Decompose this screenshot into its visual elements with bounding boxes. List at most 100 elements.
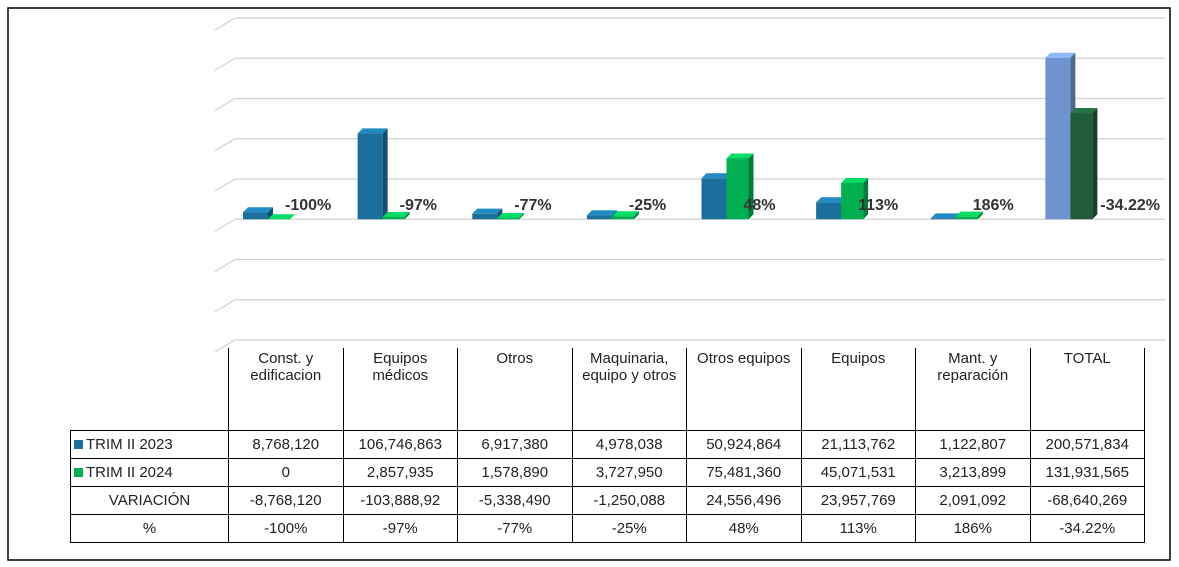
table-cell: 2,857,935 — [342, 458, 458, 487]
bar-top — [930, 213, 961, 219]
row-header: % — [70, 514, 229, 543]
bar-top — [1045, 52, 1076, 58]
bar-top — [268, 214, 295, 220]
blank-cell — [71, 348, 229, 431]
table-cell: 21,113,762 — [800, 430, 916, 459]
table-cell: 3,727,950 — [571, 458, 687, 487]
table-cell: 50,924,864 — [686, 430, 802, 459]
table-cell: 3,213,899 — [915, 458, 1031, 487]
bar-side — [863, 177, 869, 220]
grid-line — [214, 339, 1165, 353]
bar — [701, 178, 727, 220]
table-cell: -103,888,92 — [342, 486, 458, 515]
row-header: TRIM II 2024 — [70, 458, 229, 487]
table-row: VARIACIÓN -8,768,120 -103,888,92 -5,338,490… — [70, 486, 1145, 515]
bar — [611, 216, 634, 220]
row-label: TRIM II 2023 — [86, 436, 173, 453]
bar-top — [611, 211, 639, 217]
table-cell: 186% — [915, 514, 1031, 543]
table-cell: 24,556,496 — [686, 486, 802, 515]
header-row: Const. y edificacion Equipos médicos Otros… — [71, 348, 1145, 431]
category-label: Otros — [457, 348, 573, 431]
row-label: TRIM II 2024 — [86, 464, 173, 481]
bar — [1070, 113, 1093, 220]
table-cell: 113% — [800, 514, 916, 543]
table-cell: 6,917,380 — [457, 430, 573, 459]
category-label: Const. y edificacion — [228, 348, 344, 431]
bar-top — [382, 211, 410, 217]
category-label: Equipos — [800, 348, 916, 431]
table-cell: 23,957,769 — [800, 486, 916, 515]
bar-side — [497, 208, 503, 220]
table-cell: 48% — [686, 514, 802, 543]
table-cell: 45,071,531 — [800, 458, 916, 487]
chart-border — [7, 7, 1171, 561]
row-header: TRIM II 2023 — [70, 430, 229, 459]
bar-top — [726, 153, 754, 159]
bar — [955, 216, 978, 220]
table-cell: -1,250,088 — [571, 486, 687, 515]
table-cell: 1,122,807 — [915, 430, 1031, 459]
bar-side — [977, 211, 983, 220]
bar — [1045, 57, 1071, 220]
table-cell: -100% — [228, 514, 344, 543]
category-label: Otros equipos — [686, 348, 802, 431]
category-label: Maquinaria, equipo y otros — [571, 348, 687, 431]
data-label: 113% — [858, 197, 898, 214]
table-cell: 2,091,092 — [915, 486, 1031, 515]
bar-top — [497, 212, 525, 218]
bar — [930, 218, 956, 220]
bar-top — [955, 211, 983, 217]
grid-line — [214, 258, 1165, 273]
table-row: % -100% -97% -77% -25% 48% 113% 186% -34.22% — [70, 514, 1145, 543]
grid-line — [214, 178, 1165, 192]
table-cell: -97% — [342, 514, 458, 543]
bar-top — [701, 173, 732, 179]
data-label: -34.22% — [1100, 197, 1160, 214]
bar-side — [748, 153, 754, 220]
bar — [497, 217, 520, 220]
bar-top — [243, 207, 273, 213]
row-label: VARIACIÓN — [108, 492, 191, 509]
table-row: TRIM II 2024 0 2,857,935 1,578,890 3,727,950… — [70, 458, 1145, 487]
grid-line — [214, 218, 1165, 232]
table-cell: -77% — [457, 514, 573, 543]
category-label: Mant. y reparación — [915, 348, 1031, 431]
table-cell: 0 — [228, 458, 344, 487]
data-label: -97% — [400, 197, 437, 214]
data-label: 186% — [973, 197, 1014, 214]
grid-line — [214, 17, 1165, 31]
bar-top — [816, 197, 847, 203]
bar-side — [519, 212, 525, 220]
table-cell: 8,768,120 — [228, 430, 344, 459]
bar-side — [382, 128, 388, 220]
table-cell: 1,578,890 — [457, 458, 573, 487]
table-cell: -8,768,120 — [228, 486, 344, 515]
legend-key — [74, 468, 83, 477]
bar — [726, 158, 749, 220]
bar — [586, 215, 612, 220]
bar-top — [586, 210, 617, 216]
bar — [382, 216, 405, 220]
data-label: -25% — [629, 197, 666, 214]
bar-side — [633, 211, 639, 220]
grid-line — [214, 299, 1165, 313]
bar-side — [404, 211, 410, 220]
row-label: % — [142, 520, 157, 537]
data-label: -100% — [285, 197, 331, 214]
table-cell: -25% — [571, 514, 687, 543]
table-cell: 131,931,565 — [1029, 458, 1145, 487]
legend-key — [74, 440, 83, 449]
category-label: TOTAL — [1029, 348, 1145, 431]
bar-top — [841, 177, 869, 183]
bar-top — [357, 128, 388, 134]
table-row: TRIM II 2023 8,768,120 106,746,863 6,917,38… — [70, 430, 1145, 459]
bar-top — [472, 208, 503, 214]
category-label: Equipos médicos — [342, 348, 458, 431]
table-cell: -68,640,269 — [1029, 486, 1145, 515]
bar — [357, 133, 383, 220]
data-label: -77% — [514, 197, 551, 214]
data-label: 48% — [744, 197, 776, 214]
